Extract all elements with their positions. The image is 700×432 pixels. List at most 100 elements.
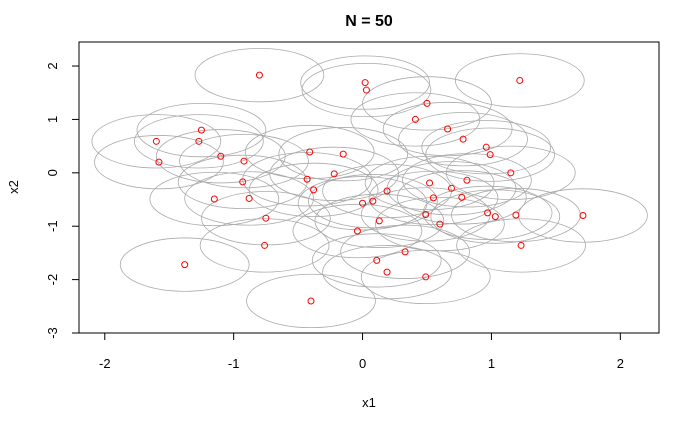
data-point-2 [155, 158, 163, 166]
data-point-47 [512, 211, 520, 219]
neighborhood-circle-12 [201, 191, 331, 246]
y-axis-label: x2 [6, 180, 21, 194]
neighborhood-circle-14 [244, 124, 375, 180]
data-point-5 [195, 137, 203, 145]
data-point-41 [463, 176, 471, 184]
data-point-43 [484, 209, 492, 217]
x-axis-label: x1 [362, 395, 376, 410]
neighborhood-circle-11 [194, 48, 325, 103]
data-point-20 [353, 227, 361, 235]
y-tick-label-1: -2 [45, 274, 60, 286]
x-tick-label-0: -2 [99, 356, 111, 371]
data-point-28 [383, 268, 391, 276]
data-point-45 [491, 213, 499, 221]
neighborhood-circle-31 [362, 76, 492, 131]
data-point-1 [152, 137, 160, 145]
neighborhood-circle-42 [421, 120, 552, 175]
neighborhood-circle-16 [248, 162, 379, 218]
neighborhood-circle-8 [179, 133, 309, 189]
data-point-50 [579, 212, 587, 220]
data-point-3 [181, 261, 189, 269]
data-point-33 [426, 179, 434, 187]
data-point-44 [486, 151, 494, 159]
data-point-46 [507, 169, 515, 177]
neighborhood-circle-39 [396, 170, 527, 225]
neighborhood-circle-36 [375, 196, 505, 252]
neighborhood-circle-47 [451, 187, 581, 243]
data-point-25 [373, 256, 381, 264]
neighborhood-circle-46 [445, 145, 576, 200]
data-point-7 [217, 152, 225, 160]
neighborhood-circle-1 [91, 114, 222, 169]
neighborhood-circle-49 [456, 218, 586, 273]
neighborhood-circle-21 [300, 55, 430, 110]
neighborhood-circle-24 [308, 174, 438, 229]
neighborhood-circle-25 [311, 233, 442, 288]
data-point-10 [245, 194, 253, 202]
data-point-32 [422, 210, 430, 218]
data-point-27 [383, 187, 391, 195]
data-point-11 [255, 71, 263, 79]
x-axis: -2 -1 0 1 2 [99, 332, 624, 371]
data-point-30 [411, 115, 419, 123]
point-layer [152, 71, 587, 305]
x-tick-label-4: 2 [617, 356, 624, 371]
x-tick-label-2: 0 [359, 356, 366, 371]
data-point-39 [458, 193, 466, 201]
neighborhood-circle-30 [350, 92, 481, 147]
y-tick-label-3: 0 [45, 169, 60, 176]
data-point-40 [459, 135, 467, 143]
data-point-34 [429, 194, 437, 202]
data-point-17 [307, 297, 315, 305]
y-tick-label-2: -1 [45, 220, 60, 232]
neighborhood-circle-48 [454, 53, 585, 108]
data-point-48 [516, 76, 524, 84]
data-point-36 [436, 220, 444, 228]
neighborhood-circle-37 [382, 101, 513, 157]
data-point-15 [303, 175, 311, 183]
data-point-35 [422, 273, 430, 281]
data-point-42 [482, 143, 490, 151]
y-axis: -3 -2 -1 0 1 2 [45, 62, 80, 339]
data-point-9 [239, 178, 247, 186]
y-tick-label-5: 2 [45, 62, 60, 69]
neighborhood-circle-22 [301, 62, 432, 118]
neighborhood-circle-10 [184, 171, 314, 226]
neighborhood-circle-26 [314, 193, 445, 248]
data-point-22 [362, 86, 370, 94]
neighborhood-circle-23 [297, 176, 428, 231]
neighborhood-circle-7 [155, 129, 286, 184]
y-tick-label-0: -3 [45, 327, 60, 339]
neighborhood-circle-28 [322, 245, 452, 300]
neighborhood-circle-5 [134, 114, 264, 169]
chart-title: N = 50 [345, 13, 393, 30]
x-tick-label-3: 1 [488, 356, 495, 371]
data-point-23 [359, 199, 367, 207]
data-point-26 [375, 217, 383, 225]
neighborhood-circle-33 [364, 155, 495, 211]
data-point-18 [339, 150, 347, 158]
data-point-24 [369, 197, 377, 205]
data-point-19 [330, 170, 338, 178]
data-point-38 [447, 184, 455, 192]
x-tick-label-1: -1 [228, 356, 240, 371]
neighborhood-circle-2 [94, 135, 224, 190]
neighborhood-circle-6 [149, 171, 280, 227]
neighborhood-circle-4 [136, 103, 267, 158]
data-point-49 [517, 241, 525, 249]
neighborhood-circle-13 [199, 218, 330, 273]
data-point-29 [401, 248, 409, 256]
neighborhood-circle-29 [340, 224, 470, 279]
data-point-6 [210, 195, 218, 203]
data-point-21 [361, 79, 369, 87]
neighborhood-circle-44 [425, 127, 556, 182]
data-point-13 [261, 241, 269, 249]
neighborhood-circle-17 [246, 273, 376, 329]
data-point-12 [262, 214, 270, 222]
neighborhood-circle-19 [269, 146, 400, 201]
neighborhood-circle-18 [278, 127, 409, 182]
data-point-31 [423, 99, 431, 107]
neighborhood-circle-20 [292, 203, 423, 259]
neighborhood-circle-50 [518, 188, 648, 243]
